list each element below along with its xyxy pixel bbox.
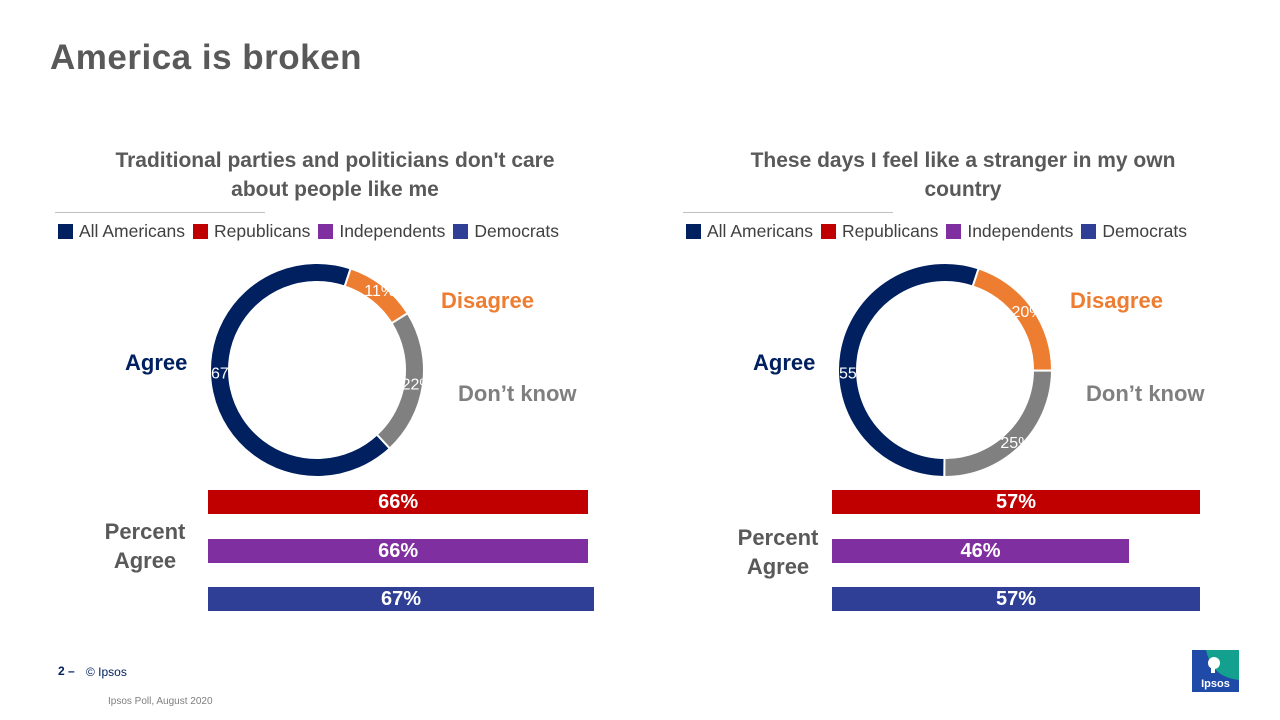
legend-label: All Americans <box>79 221 186 241</box>
legend: All Americans Republicans Independents D… <box>58 221 567 242</box>
legend-swatch <box>193 224 209 239</box>
legend-item-all-americans: All Americans <box>58 221 185 242</box>
legend-label: Independents <box>967 221 1074 241</box>
legend-swatch <box>318 224 334 239</box>
donut-slice-agree <box>209 262 392 478</box>
donut-value-label: 22% <box>402 376 434 393</box>
chart-title: These days I feel like a stranger in my … <box>750 149 1176 201</box>
agree-label: Agree <box>753 350 816 375</box>
page-number: 2 – <box>58 664 75 678</box>
divider <box>683 212 893 213</box>
source-note: Ipsos Poll, August 2020 <box>108 696 213 707</box>
legend-item-republicans: Republicans <box>193 221 310 242</box>
percent-agree-label: Percent Agree <box>104 519 186 573</box>
disagree-label: Disagree <box>1070 288 1163 313</box>
logo-text: Ipsos <box>1201 678 1230 690</box>
bar-independents: 66% <box>208 539 589 563</box>
bar-democrats: 57% <box>832 587 1200 611</box>
legend-swatch <box>453 224 469 239</box>
legend-swatch <box>821 224 837 239</box>
legend-item-independents: Independents <box>318 221 445 242</box>
legend-item-democrats: Democrats <box>453 221 559 242</box>
donut-value-label: 25% <box>1000 435 1032 452</box>
agree-label: Agree <box>125 350 188 375</box>
divider <box>55 212 265 213</box>
donut-chart: 55% 20% 25% <box>837 262 1054 479</box>
disagree-label: Disagree <box>441 288 534 313</box>
donut-slice-don-t-know <box>943 369 1054 478</box>
bar-democrats: 67% <box>208 587 594 611</box>
legend-item-republicans: Republicans <box>821 221 938 242</box>
copyright: © Ipsos <box>86 665 127 679</box>
chart-panel-right: These days I feel like a stranger in my … <box>628 0 1268 720</box>
donut-value-label: 67% <box>211 366 243 383</box>
legend-label: Independents <box>339 221 446 241</box>
legend-swatch <box>686 224 701 239</box>
donut-value-label: 20% <box>1011 304 1043 321</box>
legend-label: Democrats <box>1102 221 1188 241</box>
percent-agree-label: Percent Agree <box>737 525 819 579</box>
bar-independents: 46% <box>832 539 1129 563</box>
donut-value-label: 11% <box>364 283 395 300</box>
ipsos-logo-icon: Ipsos <box>1192 650 1239 692</box>
legend-label: Republicans <box>842 221 939 241</box>
legend-label: Republicans <box>214 221 311 241</box>
legend-label: Democrats <box>474 221 560 241</box>
chart-panel-left: Traditional parties and politicians don'… <box>55 149 594 611</box>
donut-value-label: 55% <box>839 366 871 383</box>
chart-title: Traditional parties and politicians don'… <box>115 149 555 201</box>
dont-know-label: Don’t know <box>458 381 577 406</box>
legend-swatch <box>1081 224 1097 239</box>
legend-swatch <box>58 224 73 239</box>
legend-item-democrats: Democrats <box>1081 221 1187 242</box>
legend-label: All Americans <box>707 221 814 241</box>
donut-chart: 67% 11% 22% <box>209 262 434 478</box>
donut-slice-don-t-know <box>375 311 425 450</box>
legend-item-independents: Independents <box>946 221 1073 242</box>
legend-item-all-americans: All Americans <box>686 221 813 242</box>
legend-swatch <box>946 224 962 239</box>
dont-know-label: Don’t know <box>1086 381 1205 406</box>
legend: All Americans Republicans Independents D… <box>686 221 1195 242</box>
bar-republicans: 66% <box>208 490 589 514</box>
bar-republicans: 57% <box>832 490 1200 514</box>
page-title: America is broken <box>50 38 362 77</box>
